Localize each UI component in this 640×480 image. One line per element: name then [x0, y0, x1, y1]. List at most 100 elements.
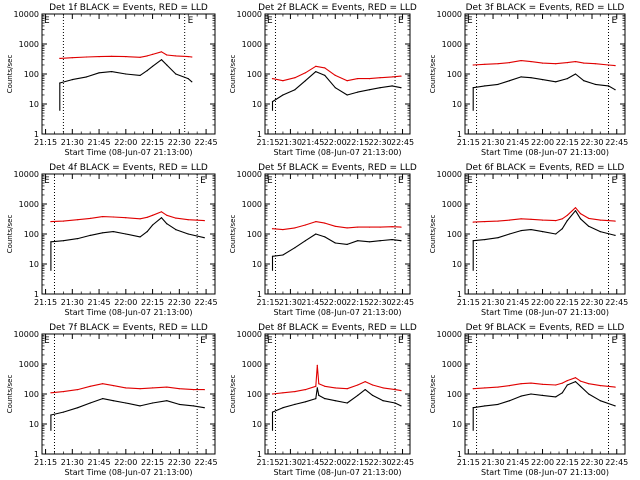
y-axis-label: Counts/sec — [6, 375, 14, 414]
y-tick-label: 100 — [24, 390, 39, 399]
data-point — [324, 385, 326, 387]
y-axis-label: Counts/sec — [429, 215, 437, 254]
x-axis-label: Start Time (08-Jun-07 21:13:00) — [481, 308, 609, 317]
x-tick-label: 21:45 — [506, 458, 529, 467]
corner-label: E — [200, 176, 206, 186]
x-tick-label: 21:45 — [301, 298, 324, 307]
data-point — [379, 77, 381, 79]
x-tick-label: 22:00 — [531, 138, 554, 147]
y-tick-label: 10 — [252, 420, 262, 429]
data-point — [357, 384, 359, 386]
y-tick-label: 10 — [452, 420, 462, 429]
data-point — [574, 377, 577, 379]
y-tick-label: 1 — [257, 290, 262, 299]
data-point — [152, 402, 154, 404]
data-point — [152, 214, 154, 216]
data-point — [561, 382, 563, 384]
data-point — [271, 101, 274, 103]
data-point — [178, 403, 180, 405]
data-point — [89, 402, 91, 404]
data-point — [294, 391, 296, 393]
data-point — [497, 83, 499, 85]
y-tick-label: 1000 — [442, 200, 462, 209]
y-tick-label: 1000 — [242, 360, 262, 369]
y-tick-label: 1000 — [19, 360, 39, 369]
data-point — [334, 400, 336, 402]
data-point — [574, 381, 577, 383]
x-tick-label: 21:15 — [457, 298, 480, 307]
x-tick-label: 21:30 — [61, 298, 84, 307]
plot-frame — [41, 333, 216, 455]
corner-label: E — [612, 176, 618, 186]
data-point — [599, 231, 601, 233]
data-point — [394, 389, 396, 391]
corner-label: E — [398, 16, 404, 26]
data-point — [139, 405, 141, 407]
data-point — [588, 225, 590, 227]
x-tick-label: 22:45 — [391, 298, 414, 307]
x-tick-label: 22:45 — [195, 298, 218, 307]
y-tick-label: 10000 — [14, 330, 39, 339]
x-tick-label: 21:15 — [457, 138, 480, 147]
data-point — [334, 74, 336, 76]
data-point — [146, 70, 148, 72]
data-point — [203, 389, 205, 391]
data-point — [530, 229, 532, 231]
data-point — [316, 387, 318, 389]
y-tick-label: 1000 — [442, 360, 462, 369]
x-axis-label: Start Time (08-Jun-07 21:13:00) — [274, 468, 402, 477]
data-point — [98, 56, 100, 58]
data-point — [324, 398, 326, 400]
data-point — [152, 387, 154, 389]
data-point — [614, 65, 616, 67]
data-point — [294, 227, 296, 229]
data-point — [318, 394, 320, 396]
x-tick-label: 21:45 — [301, 138, 324, 147]
data-point — [59, 82, 61, 84]
y-tick-label: 1000 — [442, 40, 462, 49]
data-point — [112, 400, 114, 402]
data-point — [139, 74, 141, 76]
data-point — [139, 388, 141, 390]
data-point — [382, 387, 384, 389]
x-tick-label: 22:00 — [531, 458, 554, 467]
data-point — [369, 226, 371, 228]
data-point — [530, 393, 532, 395]
x-axis-label: Start Time (08-Jun-07 21:13:00) — [65, 468, 193, 477]
data-point — [508, 62, 511, 64]
data-point — [187, 56, 189, 58]
data-point — [139, 56, 141, 58]
series-line-events — [50, 398, 205, 431]
data-point — [566, 384, 568, 386]
x-axis-label: Start Time (08-Jun-07 21:13:00) — [65, 308, 193, 317]
data-point — [520, 230, 522, 232]
data-point — [111, 71, 113, 73]
y-axis-label: Counts/sec — [6, 55, 14, 94]
data-point — [484, 221, 486, 223]
data-point — [175, 217, 177, 219]
data-point — [400, 87, 402, 89]
panel-det-9: Det 9f BLACK = Events, RED = LLD Counts/s… — [429, 323, 628, 477]
data-point — [282, 80, 284, 82]
corner-label: E — [44, 16, 50, 26]
data-point — [282, 392, 284, 394]
panel-title: Det 2f BLACK = Events, RED = LLD — [258, 3, 417, 13]
plot-frame — [264, 173, 411, 295]
x-tick-label: 21:15 — [256, 458, 279, 467]
y-tick-label: 10 — [452, 100, 462, 109]
data-point — [588, 393, 590, 395]
data-point — [588, 217, 590, 219]
data-point — [472, 240, 474, 242]
data-point — [271, 228, 274, 230]
x-tick-label: 21:15 — [256, 298, 279, 307]
data-point — [62, 391, 64, 393]
corner-label: E — [612, 336, 618, 346]
data-point — [125, 217, 127, 219]
data-point — [599, 385, 601, 387]
corner-label: E — [44, 336, 50, 346]
data-point — [282, 254, 284, 256]
data-point — [146, 216, 148, 218]
x-tick-label: 21:30 — [61, 458, 84, 467]
data-point — [203, 237, 205, 239]
data-point — [497, 237, 499, 239]
